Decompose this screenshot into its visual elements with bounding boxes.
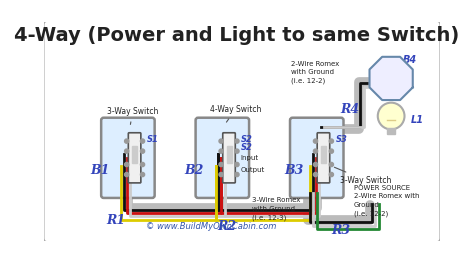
Text: © www.BuildMyOwnCabin.com: © www.BuildMyOwnCabin.com: [146, 222, 277, 231]
Text: B3: B3: [284, 164, 304, 177]
Text: R3: R3: [331, 224, 351, 237]
Circle shape: [378, 103, 404, 129]
Bar: [387, 128, 395, 134]
FancyBboxPatch shape: [128, 133, 141, 183]
Text: B4: B4: [402, 55, 417, 65]
Circle shape: [140, 163, 145, 166]
Text: 2-Wire Romex
with Ground
(i.e. 12-2): 2-Wire Romex with Ground (i.e. 12-2): [291, 61, 339, 84]
Circle shape: [125, 163, 129, 166]
Text: S2: S2: [241, 143, 253, 152]
Circle shape: [313, 139, 318, 143]
FancyBboxPatch shape: [223, 133, 235, 183]
Text: S2: S2: [241, 135, 253, 144]
Text: R4: R4: [341, 103, 360, 116]
Circle shape: [140, 173, 145, 177]
Circle shape: [329, 149, 334, 153]
Circle shape: [140, 139, 145, 143]
Text: S3: S3: [336, 135, 347, 144]
Text: POWER SOURCE
2-Wire Romex with
Ground
(i.e. 12-2): POWER SOURCE 2-Wire Romex with Ground (i…: [354, 185, 419, 216]
Text: R1: R1: [106, 214, 125, 227]
Text: 4-Way Switch: 4-Way Switch: [210, 105, 261, 122]
Text: S1: S1: [147, 135, 159, 144]
Circle shape: [140, 149, 145, 153]
Text: B1: B1: [90, 164, 109, 177]
Circle shape: [219, 173, 223, 177]
Text: B2: B2: [184, 164, 204, 177]
Circle shape: [313, 149, 318, 153]
Text: L1: L1: [410, 115, 423, 125]
Circle shape: [125, 149, 129, 153]
Bar: [132, 146, 137, 163]
Circle shape: [235, 163, 239, 166]
Text: 4-Way (Power and Light to same Switch): 4-Way (Power and Light to same Switch): [14, 26, 459, 45]
Circle shape: [235, 173, 239, 177]
Circle shape: [313, 163, 318, 166]
Circle shape: [329, 173, 334, 177]
Text: 3-Way Switch: 3-Way Switch: [334, 167, 392, 185]
Text: R2: R2: [217, 220, 236, 233]
FancyBboxPatch shape: [317, 133, 330, 183]
Polygon shape: [370, 57, 413, 100]
FancyBboxPatch shape: [196, 118, 249, 198]
Circle shape: [125, 173, 129, 177]
Circle shape: [235, 139, 239, 143]
Text: Input: Input: [241, 155, 259, 161]
Circle shape: [219, 149, 223, 153]
Circle shape: [329, 139, 334, 143]
Text: Output: Output: [241, 166, 265, 173]
Bar: [321, 146, 326, 163]
Circle shape: [313, 173, 318, 177]
Circle shape: [219, 163, 223, 166]
Text: 3-Way Switch: 3-Way Switch: [107, 107, 158, 124]
Bar: [227, 146, 231, 163]
FancyBboxPatch shape: [101, 118, 155, 198]
Circle shape: [125, 139, 129, 143]
Circle shape: [329, 163, 334, 166]
Circle shape: [219, 139, 223, 143]
Circle shape: [235, 149, 239, 153]
FancyBboxPatch shape: [44, 21, 440, 242]
Text: 3-Wire Romex
with Ground
(i.e. 12-3): 3-Wire Romex with Ground (i.e. 12-3): [252, 197, 300, 221]
FancyBboxPatch shape: [290, 118, 344, 198]
